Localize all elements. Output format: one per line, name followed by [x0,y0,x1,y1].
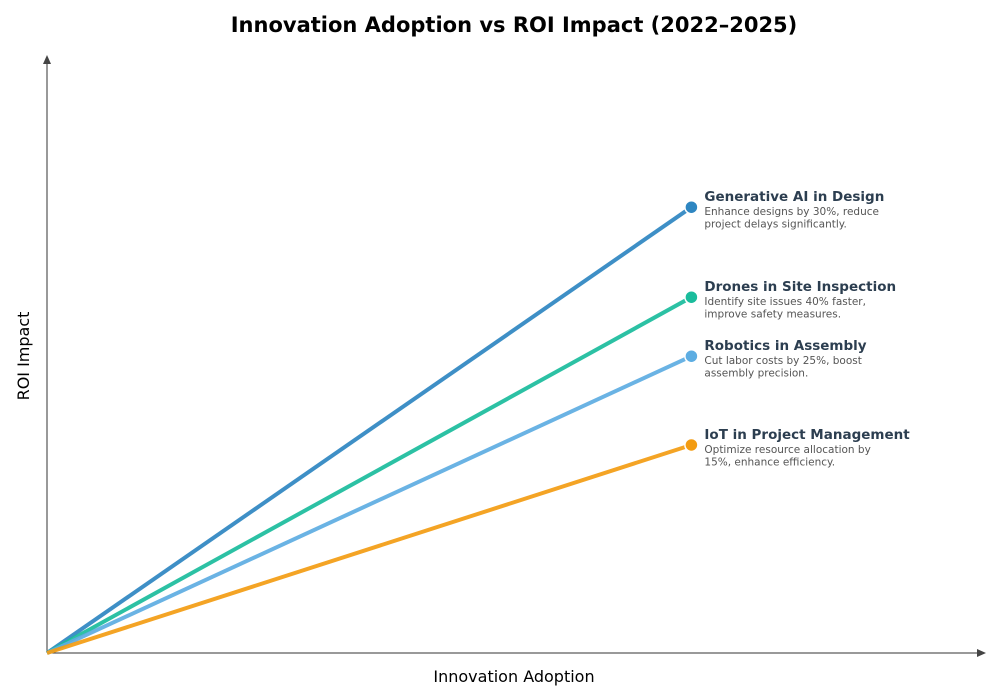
series-label: Drones in Site Inspection [704,279,896,295]
series-description: Identify site issues 40% faster, [704,296,866,308]
series-line [46,443,693,655]
x-axis [47,649,986,657]
series-line [46,354,693,655]
series-endpoint [684,199,699,215]
series-line [46,295,693,655]
chart-title: Innovation Adoption vs ROI Impact (2022–… [231,13,798,37]
series-description: project delays significantly. [704,219,846,231]
x-axis-arrow [977,649,986,657]
y-axis [43,55,51,653]
series-label: IoT in Project Management [704,427,910,443]
series-label: Robotics in Assembly [704,338,866,354]
series-line [45,205,693,655]
series-label: Generative AI in Design [704,189,884,205]
y-axis-label: ROI Impact [14,312,33,401]
series-description: Optimize resource allocation by [704,444,870,456]
x-axis-label: Innovation Adoption [433,667,594,686]
series-endpoint [684,348,699,364]
series-description: improve safety measures. [704,309,841,321]
series-description: 15%, enhance efficiency. [704,456,835,468]
series-endpoint [684,437,699,453]
series-description: assembly precision. [704,368,808,380]
y-axis-arrow [43,55,51,64]
series-description: Cut labor costs by 25%, boost [704,355,861,367]
series-description: Enhance designs by 30%, reduce [704,206,879,218]
series-endpoint [684,289,699,305]
